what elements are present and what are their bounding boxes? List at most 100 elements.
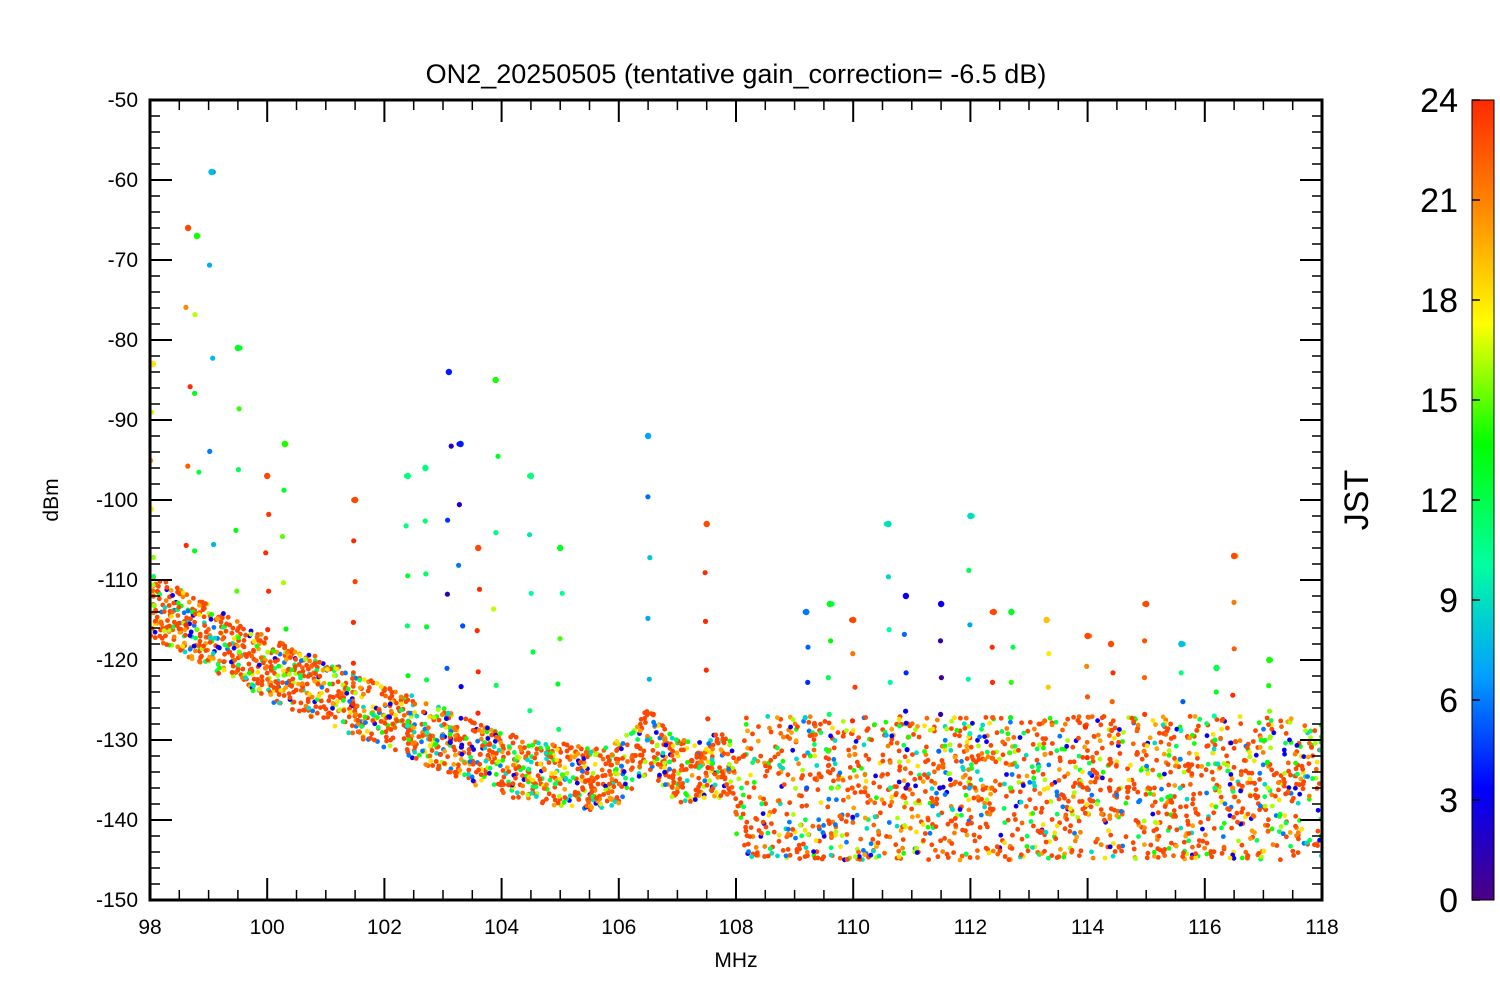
noise-point: [1076, 818, 1082, 824]
noise-point: [1247, 776, 1253, 782]
noise-point: [1025, 728, 1031, 734]
signal-point: [236, 649, 242, 655]
noise-point: [877, 784, 882, 790]
noise-point: [865, 793, 871, 799]
signal-point: [1110, 670, 1116, 676]
noise-point: [1012, 743, 1018, 749]
signal-point: [150, 554, 156, 560]
signal-point: [1177, 785, 1183, 791]
noise-point: [383, 729, 389, 735]
noise-point: [889, 794, 895, 800]
noise-point: [803, 845, 809, 851]
noise-point: [298, 658, 304, 664]
noise-point: [1034, 732, 1040, 738]
noise-point: [394, 718, 400, 724]
signal-peak-point: [826, 600, 833, 608]
signal-point: [647, 555, 653, 561]
noise-point: [185, 608, 191, 614]
noise-point: [388, 727, 394, 732]
noise-point: [1205, 816, 1211, 822]
noise-point: [1222, 801, 1228, 807]
y-axis-label: dBm: [40, 478, 63, 521]
noise-point: [1034, 757, 1040, 763]
noise-point: [1150, 718, 1156, 723]
noise-point: [1069, 848, 1075, 853]
noise-point: [1002, 840, 1007, 846]
noise-point: [444, 716, 449, 722]
noise-point: [382, 688, 387, 693]
noise-point: [222, 651, 228, 657]
noise-point: [1315, 828, 1321, 834]
plot-frame: [148, 98, 1324, 902]
signal-point: [850, 651, 856, 657]
y-tick-label: -50: [108, 89, 138, 112]
noise-point: [832, 761, 838, 767]
noise-point: [674, 737, 679, 743]
noise-point: [613, 756, 619, 762]
noise-point: [1269, 792, 1275, 798]
noise-point: [1099, 745, 1105, 751]
noise-point: [386, 714, 391, 720]
noise-point: [634, 724, 640, 730]
noise-point: [229, 653, 235, 658]
noise-point: [787, 736, 793, 741]
noise-point: [353, 690, 358, 696]
noise-point: [813, 732, 818, 738]
noise-point: [600, 756, 606, 762]
signal-point: [1141, 675, 1148, 681]
noise-point: [942, 747, 948, 753]
signal-point: [1042, 718, 1048, 724]
noise-point: [180, 594, 186, 600]
noise-point: [1238, 772, 1244, 778]
noise-point: [957, 733, 962, 739]
noise-point: [963, 851, 969, 857]
noise-point: [330, 701, 336, 707]
noise-point: [1155, 855, 1161, 860]
noise-point: [1128, 762, 1133, 768]
noise-point: [653, 730, 659, 735]
noise-point: [762, 854, 767, 859]
noise-point: [696, 784, 701, 790]
y-tick-label: -110: [98, 569, 138, 592]
noise-point: [1017, 789, 1023, 795]
noise-point: [376, 707, 382, 713]
noise-point: [642, 715, 648, 721]
noise-point: [801, 841, 806, 847]
noise-point: [1256, 851, 1262, 856]
noise-point: [759, 831, 764, 836]
noise-point: [812, 855, 818, 861]
noise-point: [977, 825, 983, 830]
signal-point: [828, 638, 834, 644]
noise-point: [1159, 797, 1164, 802]
noise-point: [678, 799, 684, 805]
noise-point: [563, 776, 569, 781]
noise-point: [736, 756, 742, 761]
noise-point: [325, 667, 330, 672]
noise-point: [864, 728, 870, 733]
noise-point: [746, 794, 752, 800]
signal-point: [493, 530, 499, 536]
noise-point: [526, 774, 532, 780]
noise-point: [878, 810, 883, 816]
noise-point: [1076, 753, 1082, 759]
noise-point: [1137, 798, 1143, 803]
noise-point: [1077, 720, 1083, 726]
noise-point: [236, 635, 241, 641]
noise-point: [775, 715, 780, 720]
noise-point: [744, 819, 750, 825]
noise-point: [1160, 722, 1166, 728]
noise-point: [1283, 731, 1289, 736]
signal-peak-point: [1213, 664, 1220, 672]
noise-point: [909, 814, 915, 820]
signal-point: [702, 618, 709, 625]
noise-point: [1186, 838, 1191, 844]
x-tick-label: 104: [484, 916, 519, 939]
noise-point: [259, 674, 265, 680]
noise-point: [1309, 745, 1314, 750]
noise-point: [1166, 742, 1172, 747]
noise-point: [1043, 839, 1049, 845]
noise-point: [843, 728, 849, 733]
noise-point: [361, 708, 367, 714]
signal-point: [965, 676, 971, 682]
noise-point: [797, 822, 803, 828]
